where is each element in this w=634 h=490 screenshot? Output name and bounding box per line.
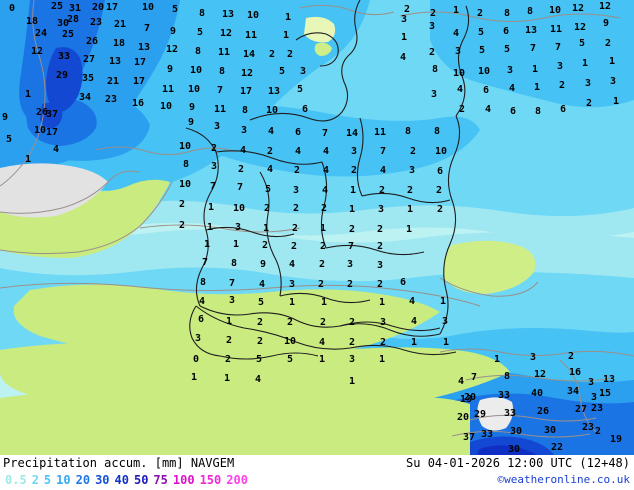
coast-baltic-north <box>299 4 395 16</box>
legend-stop-30[interactable]: 30 <box>95 473 110 487</box>
coast-alps-line <box>0 282 481 307</box>
precip-band-group <box>0 0 634 455</box>
precipitation-map-canvas[interactable]: 0 18 24 25 30 33 29 12 31 28 25 27 35 34 20 23 26 17 21 18 1… <box>0 0 634 455</box>
border-de-state-2 <box>320 161 328 249</box>
border-poland-west <box>455 5 470 117</box>
coast-uk-south <box>0 170 141 214</box>
coast-nl-be <box>94 146 237 156</box>
border-cz <box>339 321 441 332</box>
legend-stop-50[interactable]: 50 <box>133 473 149 487</box>
coast-channel <box>0 181 173 255</box>
legend-stop-200[interactable]: 200 <box>226 473 248 487</box>
border-de-state-4 <box>325 244 425 256</box>
border-de-state-8 <box>205 226 295 238</box>
border-denmark <box>295 32 339 67</box>
border-ch-west <box>189 305 221 357</box>
coast-uk-east <box>0 0 46 187</box>
coast-hungary-out <box>439 277 539 297</box>
legend-stop-10[interactable]: 10 <box>56 473 71 487</box>
border-germany-east <box>439 115 461 335</box>
coast-italy-line <box>439 348 634 357</box>
band-40-core-alpine2 <box>477 445 536 455</box>
coast-balkan-2 <box>451 430 591 438</box>
land-hungary-patch <box>443 240 536 294</box>
coast-se-river <box>559 359 597 433</box>
legend-stop-5[interactable]: 5 <box>43 473 52 487</box>
band-40-core-nl <box>40 102 63 129</box>
border-de-state-6 <box>361 192 451 204</box>
legend-stop-20[interactable]: 20 <box>75 473 91 487</box>
band-10-northeast <box>430 0 634 108</box>
border-germany-west <box>185 127 219 307</box>
border-at-ch-border <box>195 305 457 356</box>
legend-stop-40[interactable]: 40 <box>114 473 129 487</box>
sea-italy-grey <box>477 397 514 431</box>
land-small-patch-1 <box>314 42 332 56</box>
legend-stop-75[interactable]: 75 <box>153 473 168 487</box>
band-40-core-nw <box>46 47 83 113</box>
footer-title: Precipitation accum. [mm] NAVGEM <box>3 456 235 470</box>
legend-stop-100[interactable]: 100 <box>172 473 195 487</box>
coast-adriatic <box>465 374 613 382</box>
border-de-state-1 <box>215 150 323 165</box>
map-svg <box>0 0 634 455</box>
border-de-state-7 <box>279 292 371 304</box>
sea-uk-grey <box>0 163 108 218</box>
legend-stop-2[interactable]: 2 <box>31 473 39 487</box>
footer-datetime: Su 04-01-2026 12:00 UTC (12+48) <box>406 456 630 470</box>
band-10-center <box>195 105 480 177</box>
map-footer: Precipitation accum. [mm] NAVGEM Su 04-0… <box>0 455 634 490</box>
legend-stop-150[interactable]: 150 <box>199 473 222 487</box>
border-germany-north <box>249 0 361 122</box>
border-de-state-5 <box>356 117 364 197</box>
copyright-label: ©weatheronline.co.uk <box>497 473 630 486</box>
legend-stop-0.5[interactable]: 0.5 <box>5 473 27 487</box>
coast-balkan-1 <box>469 414 597 422</box>
precipitation-legend[interactable]: 0.5 2 5 10 20 30 40 50 75 100 150 200 <box>5 473 253 487</box>
border-germany-south <box>199 305 441 337</box>
land-alpine-foreland <box>0 390 470 455</box>
border-group <box>185 0 470 360</box>
land-denmark-patch <box>304 16 336 43</box>
coast-poland-north <box>399 11 621 23</box>
border-ch-south <box>219 352 319 360</box>
